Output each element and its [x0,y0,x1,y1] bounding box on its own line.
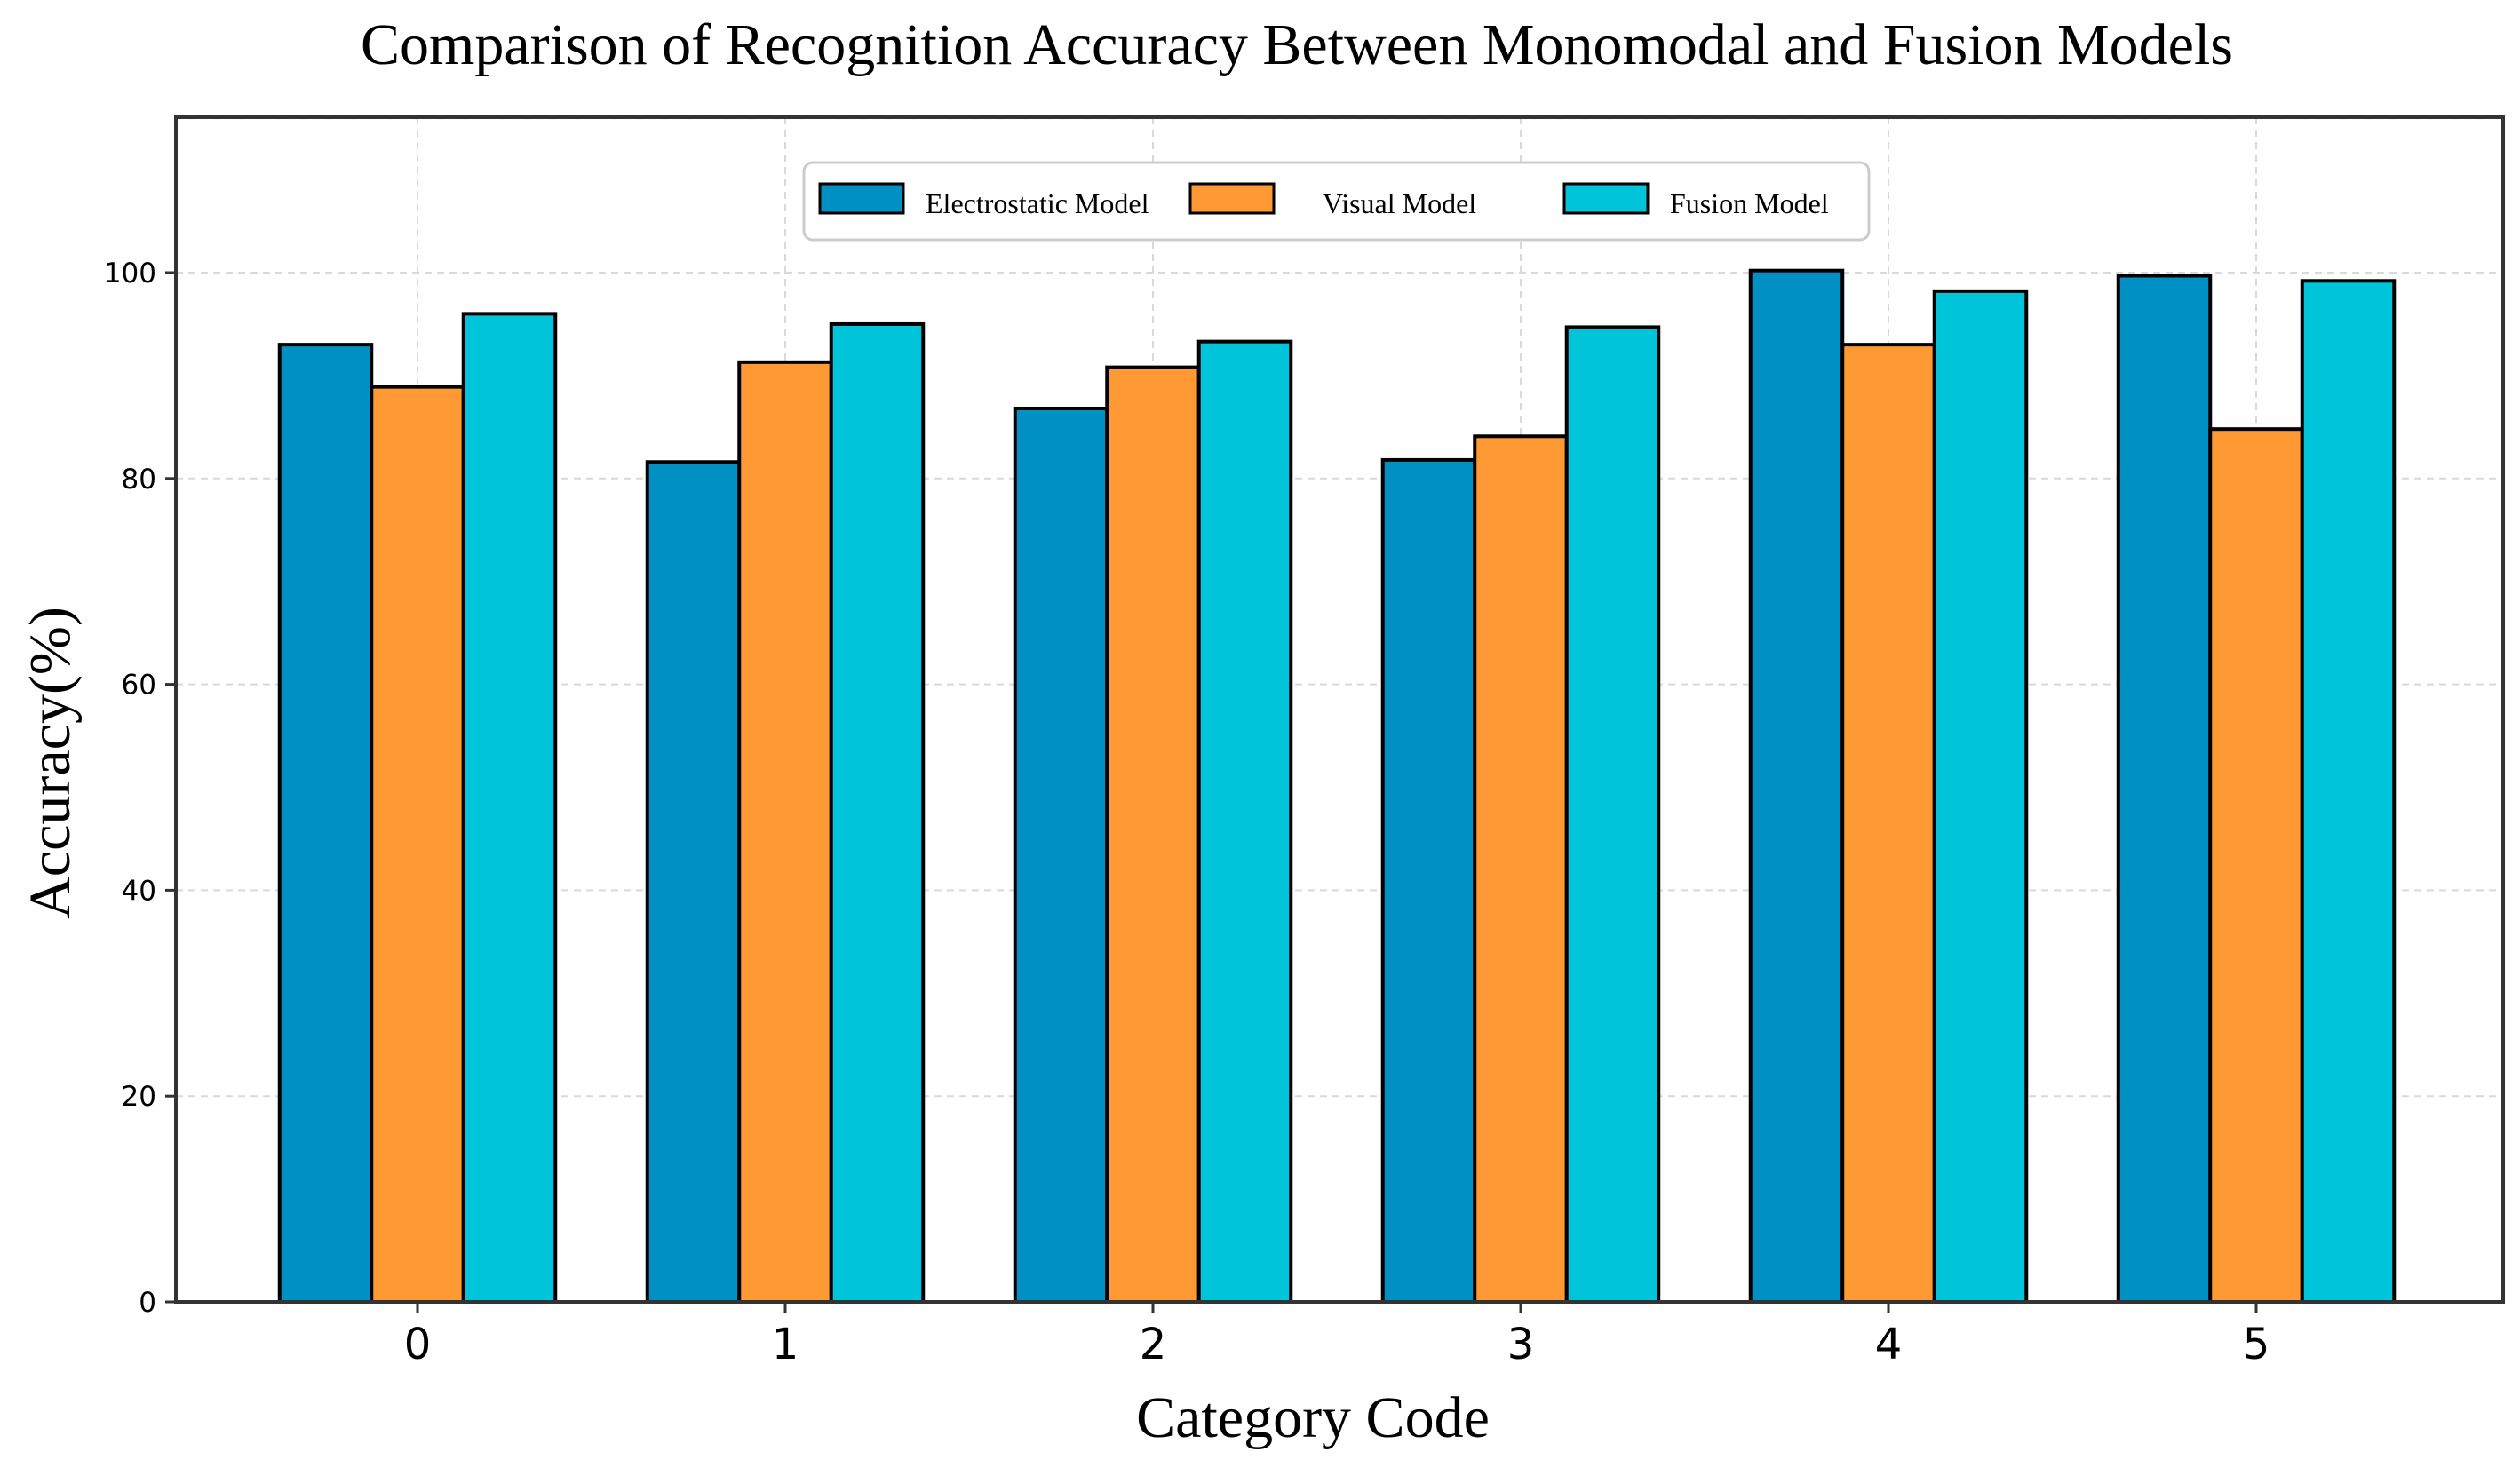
bar-visual-model-3 [1473,434,1569,1304]
y-tick-label: 60 [122,670,156,702]
bar-visual-model-4 [1840,343,1936,1304]
bar-fusion-model-5 [2300,279,2397,1305]
legend-label-electrostatic-model: Electrostatic Model [926,187,1149,219]
y-axis-label: Accuracy(%) [18,607,83,919]
bar-electrostatic-model-1 [645,460,742,1304]
legend-swatch-visual-model [1188,182,1276,215]
bar-visual-model-1 [737,360,833,1304]
y-tick-label: 20 [122,1081,156,1113]
legend-label-visual-model: Visual Model [1323,187,1476,219]
bar-visual-model-0 [370,385,465,1304]
legend-swatch-electrostatic-model [818,182,905,215]
x-tick-label: 1 [772,1320,799,1369]
plot-frame [174,115,2505,1304]
bar-fusion-model-2 [1196,339,1293,1305]
x-tick-label: 0 [404,1320,432,1369]
bar-fusion-model-3 [1564,325,1661,1304]
bar-visual-model-5 [2208,427,2304,1304]
bar-visual-model-2 [1105,365,1201,1304]
legend: Electrostatic Model Visual Model Fusion Mo… [802,161,1871,242]
y-tick-label: 40 [122,875,156,907]
bar-electrostatic-model-0 [277,343,374,1304]
legend-label-fusion-model: Fusion Model [1670,187,1829,219]
y-tick-label: 100 [104,258,156,290]
x-axis-label: Category Code [1136,1385,1490,1450]
legend-box [802,161,1871,242]
bar-electrostatic-model-5 [2116,274,2213,1304]
bar-fusion-model-1 [829,321,926,1305]
y-tick-label: 0 [139,1287,156,1319]
x-tick-label: 4 [1875,1320,1903,1369]
bars [277,268,2397,1305]
bar-fusion-model-4 [1932,289,2029,1304]
bar-fusion-model-0 [461,312,558,1304]
x-tick-label: 3 [1507,1320,1535,1369]
x-tick-label: 5 [2243,1320,2270,1369]
y-axis: 0 20 40 60 80 100 [104,258,176,1319]
bar-electrostatic-model-4 [1748,268,1845,1304]
legend-swatch-fusion-model [1562,182,1650,215]
x-tick-label: 2 [1140,1320,1167,1369]
bar-electrostatic-model-3 [1380,457,1477,1304]
chart-title: Comparison of Recognition Accuracy Betwe… [361,12,2233,77]
x-axis: 0 1 2 3 4 5 [404,1302,2270,1369]
bar-electrostatic-model-2 [1013,406,1109,1305]
y-tick-label: 80 [122,464,156,496]
